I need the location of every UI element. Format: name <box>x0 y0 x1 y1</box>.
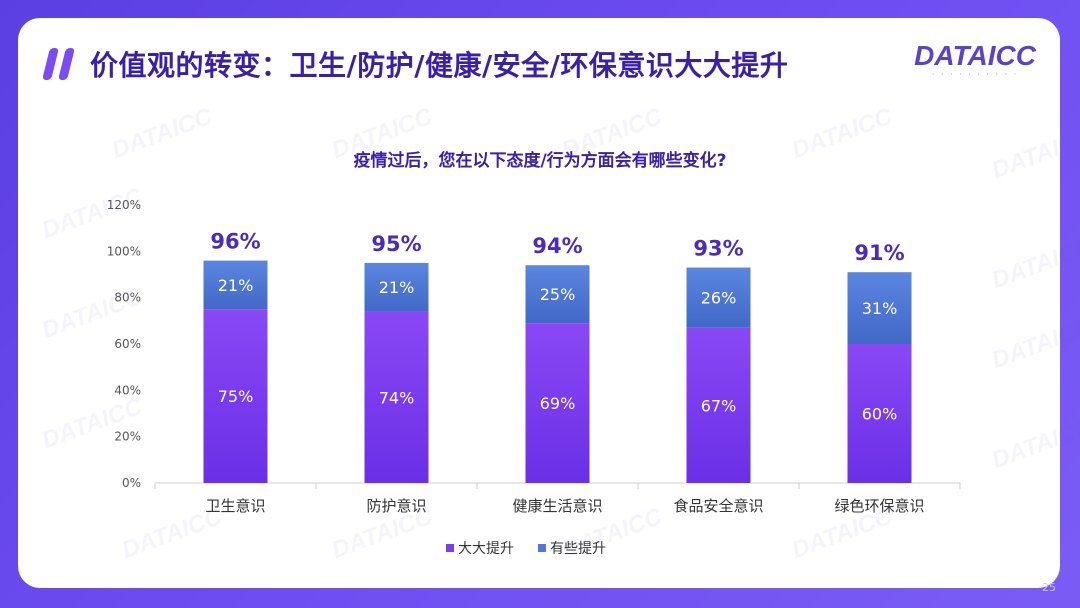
bar-segment-big-increase <box>847 344 912 483</box>
y-tick-label: 120% <box>107 198 141 212</box>
x-category-label: 食品安全意识 <box>673 497 763 515</box>
y-tick-label: 80% <box>114 291 141 305</box>
slide-title: 价值观的转变：卫生/防护/健康/安全/环保意识大大提升 <box>90 49 789 82</box>
y-tick-label: 100% <box>107 244 141 258</box>
bar-data-label: 60% <box>862 405 898 424</box>
bar-data-label: 69% <box>540 394 576 413</box>
bar-segment-big-increase <box>686 327 751 483</box>
legend-swatch-some-increase <box>538 544 546 552</box>
y-tick-label: 60% <box>114 337 141 351</box>
bar-total-label: 93% <box>693 237 743 261</box>
bar-data-label: 74% <box>379 388 415 407</box>
bar-data-label: 67% <box>701 396 737 415</box>
brand-logo: DATAICC · · · · · · · · · · <box>914 40 1036 79</box>
legend-label: 有些提升 <box>550 541 606 557</box>
bar-segment-big-increase <box>364 311 429 483</box>
bar-segment-some-increase <box>203 260 268 310</box>
bar-total-label: 94% <box>532 234 582 258</box>
bar-total-label: 95% <box>371 232 421 256</box>
y-tick-label: 20% <box>114 430 141 444</box>
y-tick-label: 0% <box>122 476 141 490</box>
bar-data-label: 75% <box>218 387 254 406</box>
legend-swatch-big-increase <box>446 544 454 552</box>
bar-segment-some-increase <box>686 267 751 328</box>
logo-tagline-decoration: · · · · · · · · · · <box>931 70 1019 79</box>
bar-total-label: 91% <box>854 241 904 265</box>
bar-total-label: 96% <box>210 230 260 254</box>
x-category-label: 卫生意识 <box>205 497 265 515</box>
bar-data-label: 26% <box>701 289 737 308</box>
bar-segment-big-increase <box>525 323 590 483</box>
bar-segment-some-increase <box>847 272 912 344</box>
x-category-label: 健康生活意识 <box>512 497 602 515</box>
bar-data-label: 21% <box>379 278 415 297</box>
slide-header: 价值观的转变：卫生/防护/健康/安全/环保意识大大提升 <box>40 42 788 86</box>
chart-question: 疫情过后，您在以下态度/行为方面会有哪些变化? <box>353 151 727 171</box>
bar-segment-some-increase <box>525 265 590 324</box>
bar-data-label: 31% <box>862 299 898 318</box>
bar-segment-some-increase <box>364 262 429 312</box>
bar-segment-big-increase <box>203 309 268 483</box>
x-category-label: 绿色环保意识 <box>834 497 924 515</box>
y-tick-label: 40% <box>114 383 141 397</box>
legend-label: 大大提升 <box>458 541 514 557</box>
logo-wordmark: DATAICC <box>914 40 1036 71</box>
x-category-label: 防护意识 <box>366 497 426 515</box>
page-number: 25 <box>1042 581 1056 594</box>
bar-data-label: 21% <box>218 276 254 295</box>
bar-data-label: 25% <box>540 285 576 304</box>
